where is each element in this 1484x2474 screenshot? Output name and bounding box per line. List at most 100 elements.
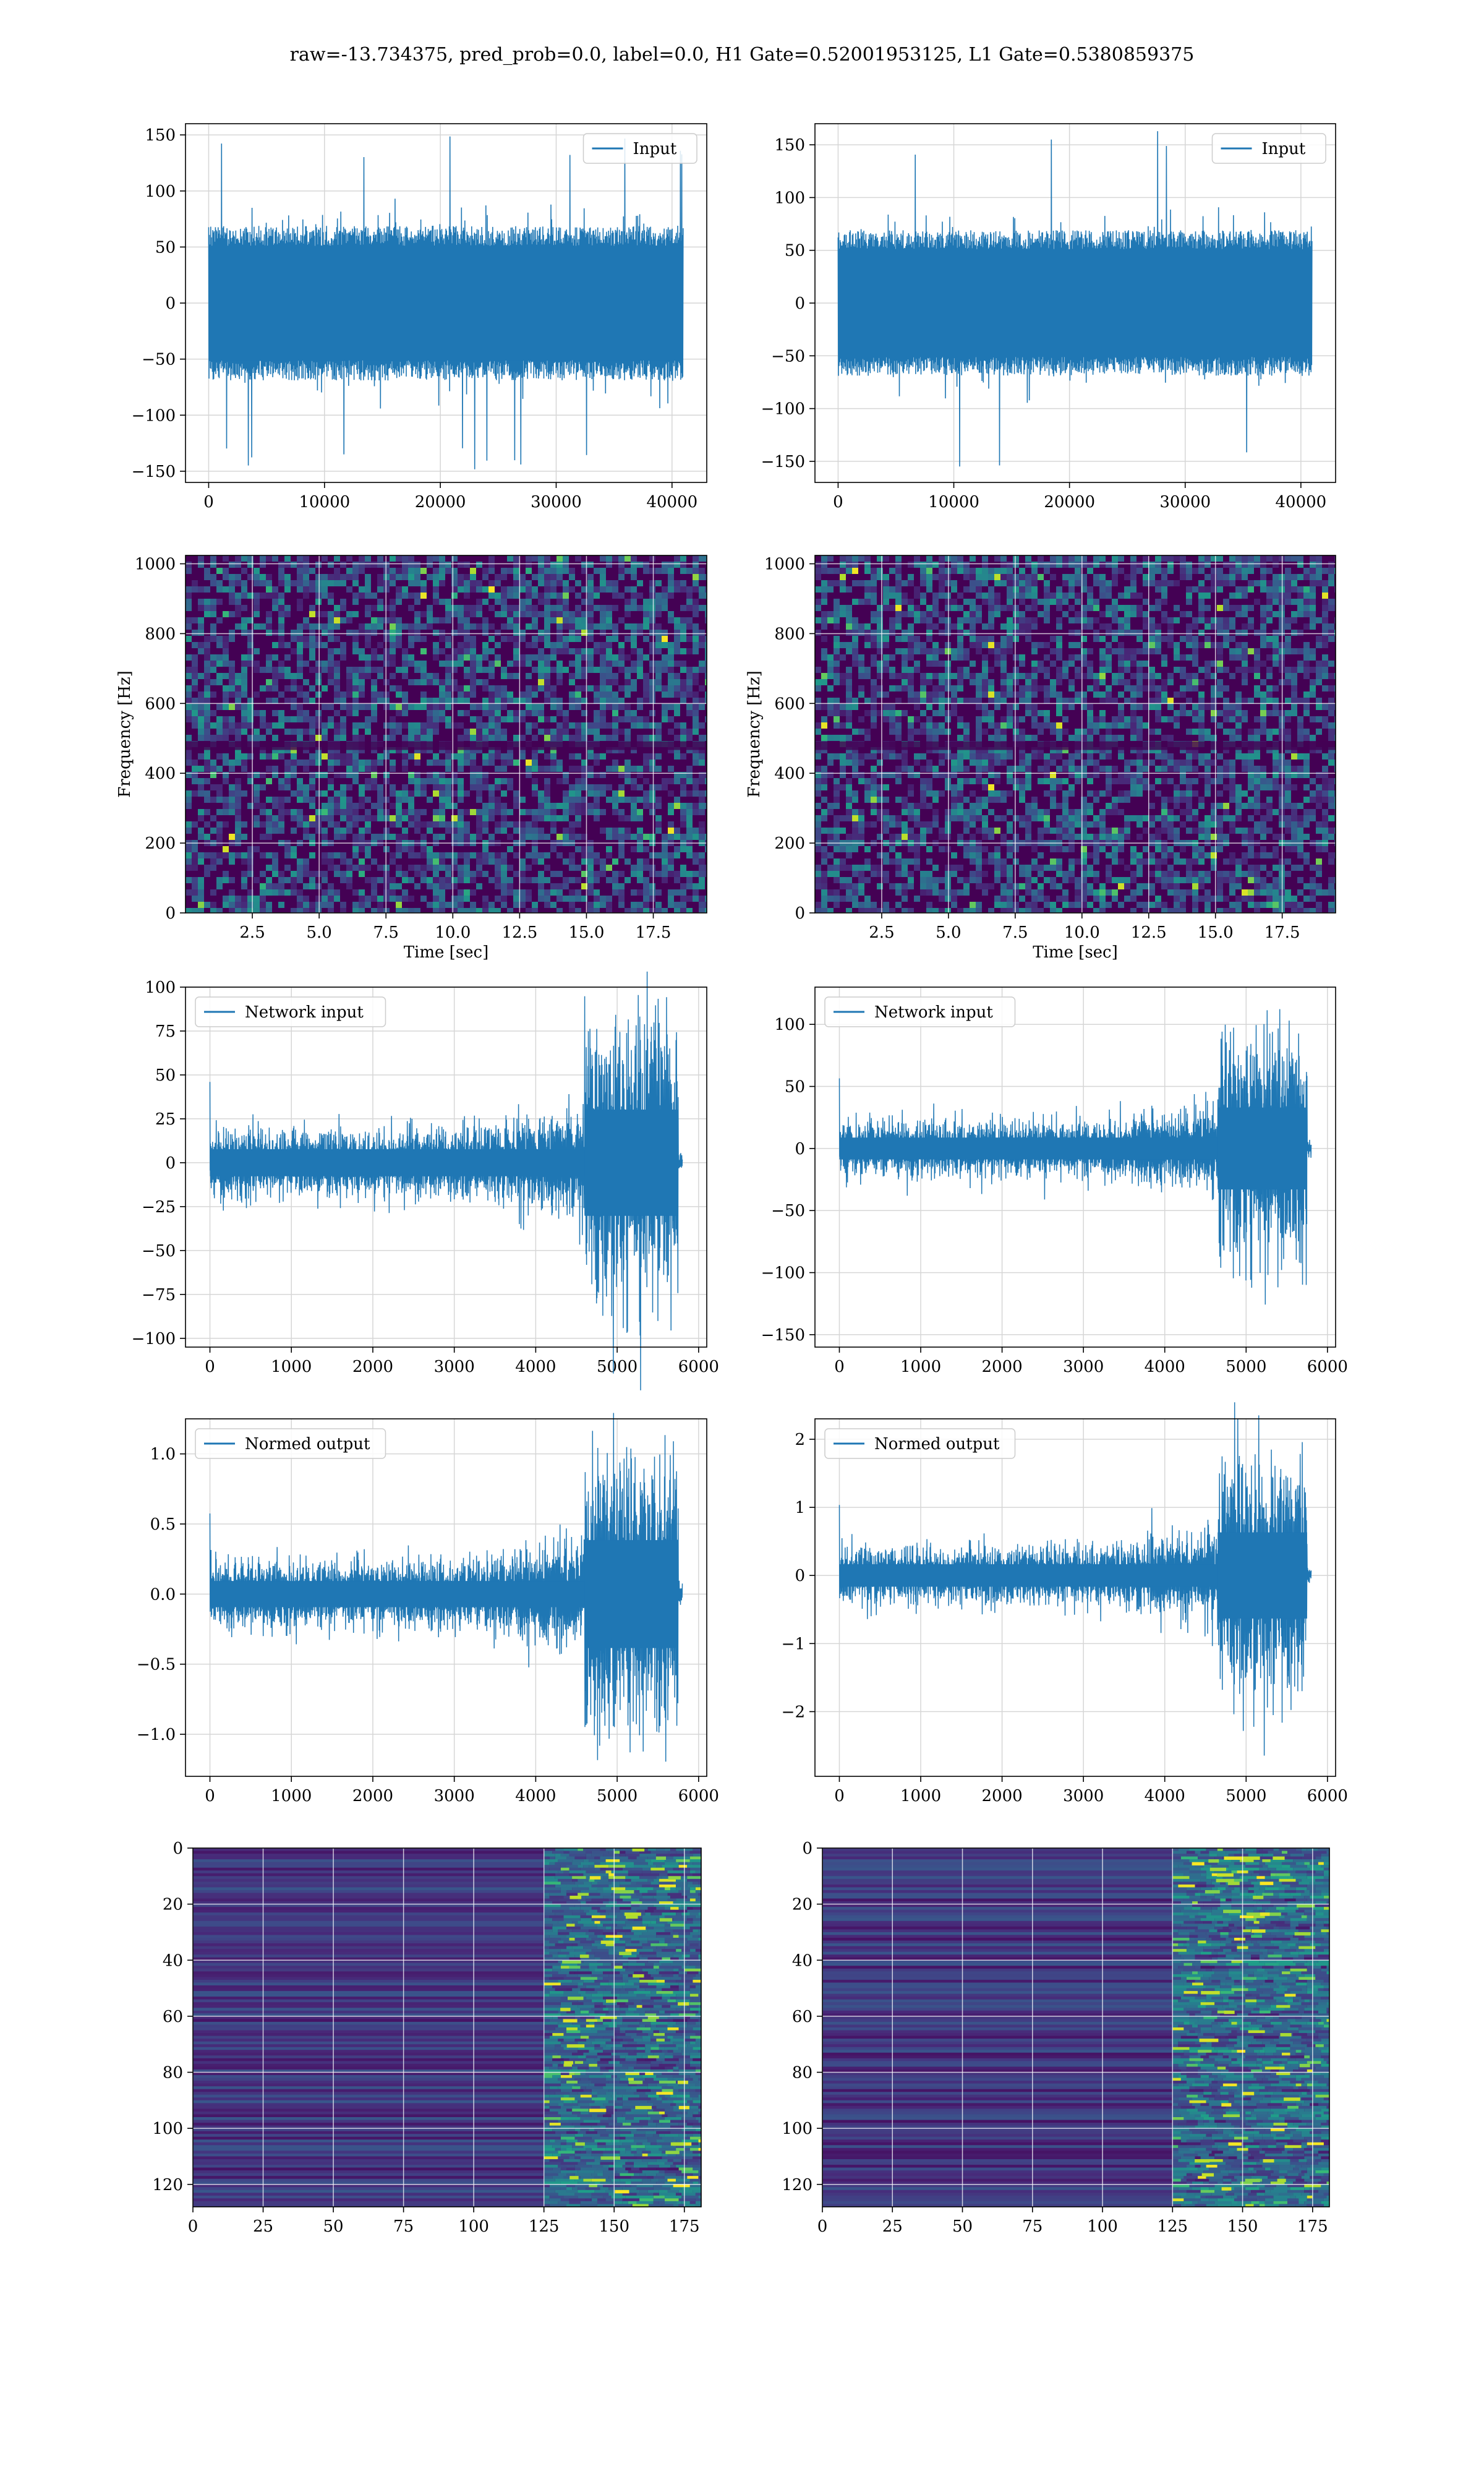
heatmap-cell — [513, 716, 519, 722]
heatmap-cell — [445, 753, 451, 760]
heatmap-cell — [827, 772, 834, 778]
heatmap-cell — [1235, 654, 1242, 661]
heatmap-cell — [1229, 716, 1235, 722]
heatmap-cell — [655, 630, 662, 636]
heatmap-cell — [1155, 580, 1161, 586]
heatmap-cell — [1019, 593, 1025, 599]
heatmap-cell — [501, 865, 507, 871]
heatmap-cell — [198, 896, 204, 902]
heatmap-cell — [1130, 648, 1136, 654]
heatmap-cell — [204, 704, 210, 710]
heatmap-cell — [1303, 673, 1310, 679]
heatmap-cell — [192, 778, 198, 784]
heatmap-cell — [1136, 747, 1143, 753]
heatmap-cell — [458, 623, 464, 630]
heatmap-cell — [1328, 574, 1334, 580]
heatmap-cell — [693, 729, 699, 735]
heatmap-cell — [513, 586, 519, 593]
heatmap-cell — [699, 809, 705, 815]
heatmap-cell — [1291, 691, 1297, 698]
heatmap-cell — [1099, 691, 1106, 698]
heatmap-cell — [581, 858, 587, 865]
heatmap-cell — [637, 623, 643, 630]
heatmap-cell — [439, 883, 445, 889]
heatmap-cell — [235, 623, 241, 630]
heatmap-cell — [1235, 611, 1242, 617]
heatmap-cell — [587, 562, 594, 568]
heatmap-cell — [334, 803, 340, 809]
heatmap-cell — [371, 716, 377, 722]
heatmap-cell — [932, 623, 939, 630]
heatmap-cell — [352, 908, 359, 913]
heatmap-cell — [852, 654, 858, 661]
heatmap-cell — [396, 704, 402, 710]
heatmap-cell — [538, 834, 544, 840]
heatmap-cell — [346, 673, 352, 679]
heatmap-cell — [538, 568, 544, 574]
heatmap-cell — [495, 685, 501, 691]
heatmap-cell — [1136, 691, 1143, 698]
heatmap-cell — [587, 593, 594, 599]
heatmap-cell — [247, 636, 254, 642]
heatmap-cell — [513, 673, 519, 679]
heatmap-cell — [662, 852, 668, 858]
heatmap-cell — [1031, 716, 1038, 722]
heatmap-cell — [1075, 599, 1081, 605]
heatmap-cell — [1136, 667, 1143, 673]
heatmap-cell — [204, 902, 210, 908]
heatmap-cell — [846, 673, 852, 679]
heatmap-cell — [1273, 574, 1279, 580]
heatmap-cell — [315, 636, 322, 642]
heatmap-cell — [693, 679, 699, 685]
heatmap-cell — [278, 661, 284, 667]
heatmap-cell — [1254, 667, 1260, 673]
heatmap-cell — [433, 821, 439, 828]
heatmap-cell — [908, 685, 914, 691]
heatmap-cell — [519, 735, 526, 741]
heatmap-cell — [322, 642, 328, 648]
heatmap-cell — [507, 698, 513, 704]
heatmap-cell — [322, 735, 328, 741]
heatmap-cell — [1217, 605, 1223, 611]
heatmap-cell — [1322, 623, 1328, 630]
heatmap-cell — [858, 772, 864, 778]
heatmap-cell — [569, 661, 575, 667]
heatmap-cell — [495, 716, 501, 722]
heatmap-cell — [371, 747, 377, 753]
heatmap-cell — [668, 896, 674, 902]
heatmap-cell — [1081, 704, 1087, 710]
heatmap-cell — [451, 753, 458, 760]
heatmap-cell — [864, 580, 871, 586]
heatmap-cell — [976, 704, 982, 710]
heatmap-cell — [674, 710, 680, 716]
heatmap-cell — [1235, 716, 1242, 722]
heatmap-cell — [680, 679, 686, 685]
heatmap-cell — [1062, 562, 1068, 568]
heatmap-cell — [1081, 673, 1087, 679]
heatmap-cell — [699, 828, 705, 834]
heatmap-cell — [322, 661, 328, 667]
heatmap-cell — [359, 846, 365, 852]
heatmap-cell — [926, 636, 932, 642]
heatmap-cell — [939, 630, 945, 636]
heatmap-cell — [1118, 722, 1124, 729]
heatmap-cell — [902, 753, 908, 760]
heatmap-cell — [186, 685, 192, 691]
heatmap-cell — [303, 661, 309, 667]
heatmap-cell — [1062, 661, 1068, 667]
heatmap-cell — [445, 673, 451, 679]
heatmap-cell — [247, 661, 254, 667]
heatmap-cell — [241, 704, 247, 710]
heatmap-cell — [852, 555, 858, 562]
heatmap-cell — [315, 871, 322, 877]
heatmap-cell — [1025, 685, 1031, 691]
heatmap-cell — [365, 593, 371, 599]
heatmap-cell — [1007, 747, 1013, 753]
heatmap-cell — [1038, 562, 1044, 568]
heatmap-cell — [377, 834, 383, 840]
heatmap-cell — [501, 809, 507, 815]
heatmap-cell — [1334, 673, 1336, 679]
heatmap-cell — [1316, 617, 1322, 623]
heatmap-cell — [352, 729, 359, 735]
heatmap-cell — [1334, 704, 1336, 710]
